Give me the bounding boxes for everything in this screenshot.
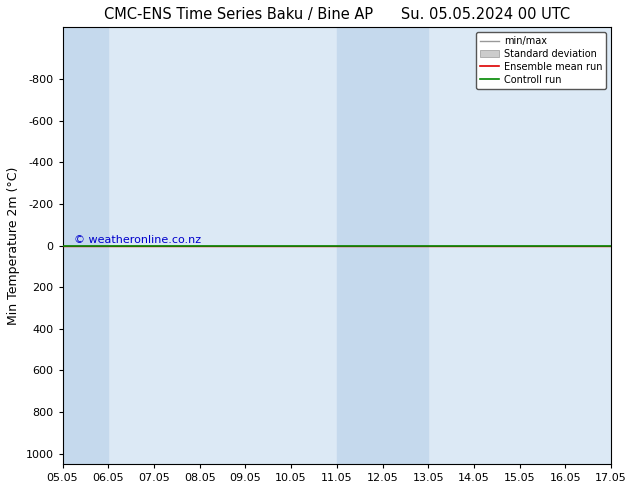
Bar (337, 27, 429, 464)
Text: © weatheronline.co.nz: © weatheronline.co.nz (74, 236, 200, 245)
Bar (63, 27, 108, 464)
Title: CMC-ENS Time Series Baku / Bine AP      Su. 05.05.2024 00 UTC: CMC-ENS Time Series Baku / Bine AP Su. 0… (104, 7, 570, 22)
Y-axis label: Min Temperature 2m (°C): Min Temperature 2m (°C) (7, 167, 20, 325)
Legend: min/max, Standard deviation, Ensemble mean run, Controll run: min/max, Standard deviation, Ensemble me… (476, 32, 606, 89)
